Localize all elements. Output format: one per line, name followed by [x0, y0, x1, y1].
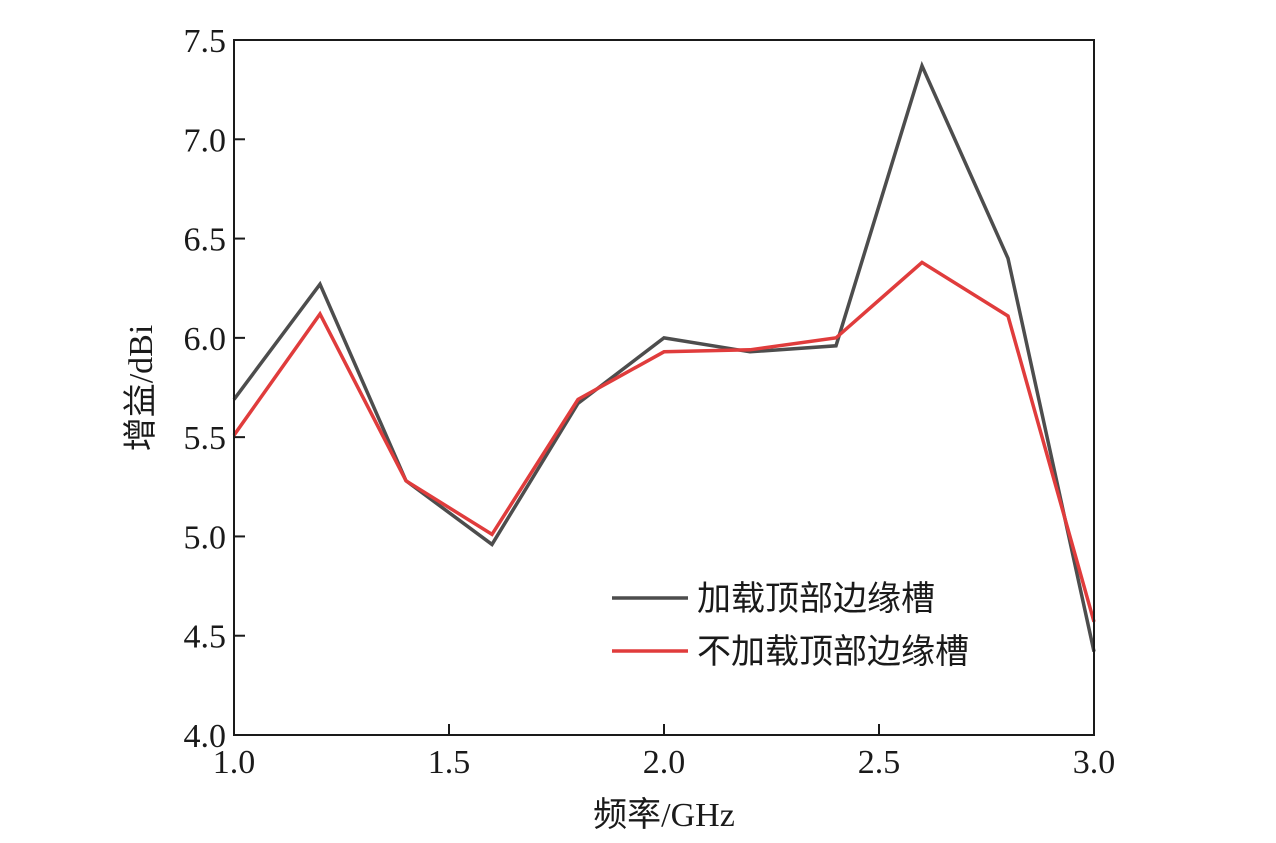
- y-tick-label: 7.5: [184, 23, 227, 60]
- x-tick-label: 2.0: [643, 744, 686, 781]
- y-tick-label: 5.0: [184, 519, 227, 556]
- axis-ticks: [233, 39, 1095, 736]
- x-axis-title: 频率/GHz: [593, 796, 735, 834]
- series-line-0: [232, 60, 1096, 652]
- y-tick-label: 5.5: [184, 420, 227, 457]
- y-tick-label: 4.0: [184, 718, 227, 755]
- x-tick-label: 2.5: [858, 744, 901, 781]
- series-lines: [232, 60, 1096, 652]
- y-axis-title: 增益/dBi: [122, 325, 160, 452]
- y-tick-label: 6.0: [184, 321, 227, 358]
- y-tick-label: 6.5: [184, 222, 227, 259]
- legend-label-1: 不加载顶部边缘槽: [697, 633, 969, 671]
- x-tick-label: 3.0: [1073, 744, 1116, 781]
- legend-label-0: 加载顶部边缘槽: [697, 580, 935, 618]
- y-tick-label: 7.0: [184, 122, 227, 159]
- plot-frame: [233, 39, 1095, 736]
- tick-labels: 1.0 1.5 2.0 2.5 3.0 4.0 4.5 5.0 5.5 6.0 6.5 7.0 7.5: [184, 23, 1116, 781]
- x-tick-label: 1.5: [428, 744, 471, 781]
- series-line-1: [232, 260, 1096, 623]
- x-tick-label: 1.0: [213, 744, 256, 781]
- y-tick-label: 4.5: [184, 619, 227, 656]
